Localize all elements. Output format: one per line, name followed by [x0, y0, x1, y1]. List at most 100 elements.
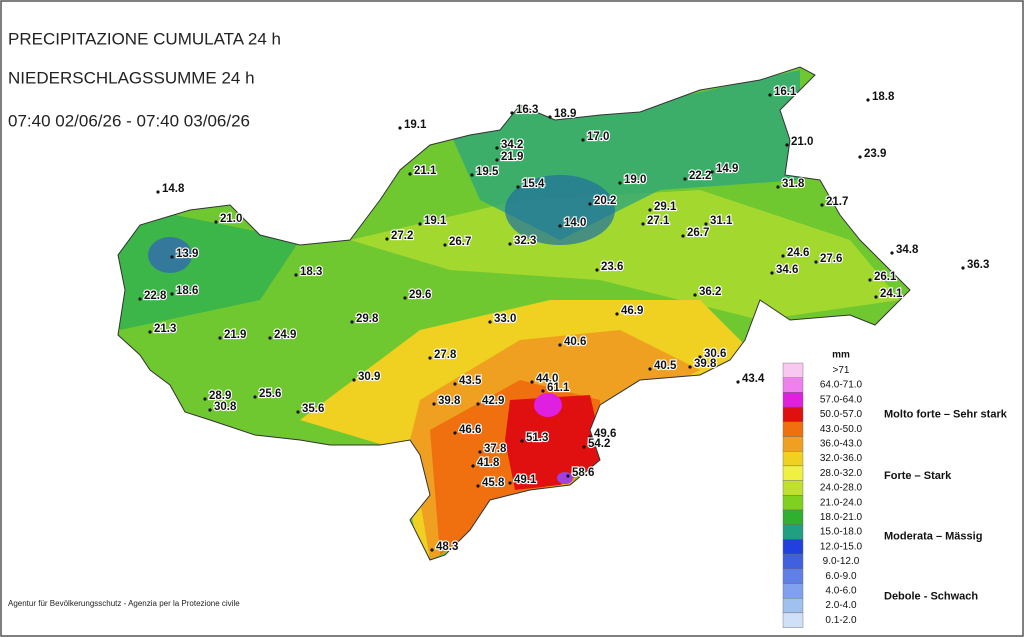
station-dot [558, 224, 562, 228]
station-dot [618, 181, 622, 185]
station-dot [488, 320, 492, 324]
station-dot [648, 367, 652, 371]
station-value: 51.3 [526, 432, 548, 444]
legend-swatch [782, 583, 804, 599]
legend-label: 12.0-15.0 [820, 541, 863, 552]
legend-swatch [782, 451, 804, 467]
legend-label: 21.0-24.0 [820, 497, 863, 508]
station-value: 19.5 [476, 166, 499, 178]
station-value: 29.1 [654, 201, 677, 213]
legend-label: 43.0-50.0 [820, 424, 863, 435]
legend-swatch [782, 509, 804, 525]
station-value: 24.6 [787, 247, 809, 259]
station-value: 22.8 [144, 290, 167, 302]
station-value: 40.6 [564, 336, 586, 348]
station-dot [693, 293, 697, 297]
station-value: 27.2 [391, 230, 413, 242]
station-dot [203, 397, 207, 401]
intensity-label: Debole - Schwach [884, 591, 978, 603]
station-value: 28.9 [209, 390, 231, 402]
intensity-label: Moderata – Mässig [884, 530, 982, 542]
station-dot [785, 143, 789, 147]
station-dot [683, 177, 687, 181]
legend-label: 15.0-18.0 [820, 527, 863, 538]
region-border [117, 66, 911, 561]
legend-label: 0.1-2.0 [825, 615, 857, 626]
station-dot [581, 138, 585, 142]
legend-label: 64.0-71.0 [820, 380, 863, 391]
station-value: 34.6 [776, 264, 798, 276]
station-dot [710, 170, 714, 174]
legend-swatch [782, 524, 804, 540]
station-value: 32.3 [514, 235, 536, 247]
station-value: 18.6 [176, 285, 198, 297]
legend-swatch [782, 377, 804, 393]
station-value: 26.7 [449, 236, 471, 248]
footer: Agentur für Bevölkerungsschutz - Agenzia… [8, 599, 240, 608]
legend-label: 28.0-32.0 [820, 468, 863, 479]
legend-label: 9.0-12.0 [823, 556, 860, 567]
station-dot [432, 402, 436, 406]
station-value: 21.1 [414, 165, 437, 177]
station-dot [961, 266, 965, 270]
legend-label: 6.0-9.0 [825, 571, 857, 582]
station-dot [253, 395, 257, 399]
station-dot [615, 312, 619, 316]
station-value: 49.6 [594, 428, 616, 440]
station-value: 29.8 [356, 313, 379, 325]
station-dot [453, 431, 457, 435]
station-dot [890, 251, 894, 255]
station-dot [138, 297, 142, 301]
legend-swatch [782, 568, 804, 584]
period: 07:40 02/06/26 - 07:40 03/06/26 [8, 111, 250, 130]
station-dot [495, 146, 499, 150]
legend-swatch [782, 465, 804, 481]
station-value: 49.1 [514, 474, 537, 486]
station-value: 54.2 [588, 438, 610, 450]
legend-swatch [782, 421, 804, 437]
station-dot [781, 254, 785, 258]
station-value: 46.9 [621, 305, 643, 317]
legend-swatch [782, 598, 804, 614]
station-dot [541, 389, 545, 393]
station-dot [352, 378, 356, 382]
station-dot [214, 220, 218, 224]
station-value: 26.1 [874, 271, 897, 283]
station-value: 48.3 [436, 541, 458, 553]
legend-label: 50.0-57.0 [820, 409, 863, 420]
station-dot [296, 410, 300, 414]
station-value: 33.0 [494, 313, 516, 325]
station-value: 14.8 [162, 183, 185, 195]
station-dot [704, 222, 708, 226]
station-value: 37.8 [484, 443, 507, 455]
station-value: 31.1 [710, 215, 733, 227]
legend-swatch [782, 480, 804, 496]
station-dot [385, 237, 389, 241]
legend-swatch [782, 495, 804, 511]
station-value: 31.8 [782, 178, 805, 190]
station-dot [582, 445, 586, 449]
station-dot [471, 464, 475, 468]
station-value: 34.2 [501, 139, 523, 151]
station-dot [294, 273, 298, 277]
station-dot [548, 115, 552, 119]
station-value: 46.6 [459, 424, 481, 436]
legend-swatch [782, 539, 804, 555]
station-value: 45.8 [482, 477, 505, 489]
station-value: 35.6 [302, 403, 324, 415]
station-dot [820, 203, 824, 207]
station-dot [566, 474, 570, 478]
station-dot [476, 484, 480, 488]
station-dot [768, 93, 772, 97]
station-value: 41.8 [477, 457, 500, 469]
title-it: PRECIPITAZIONE CUMULATA 24 h [8, 29, 281, 48]
station-dot [156, 190, 160, 194]
station-dot [698, 355, 702, 359]
station-dot [588, 435, 592, 439]
station-value: 18.9 [554, 108, 576, 120]
legend-swatch [782, 392, 804, 408]
station-dot [648, 208, 652, 212]
station-dot [208, 408, 212, 412]
legend-swatch [782, 362, 804, 378]
